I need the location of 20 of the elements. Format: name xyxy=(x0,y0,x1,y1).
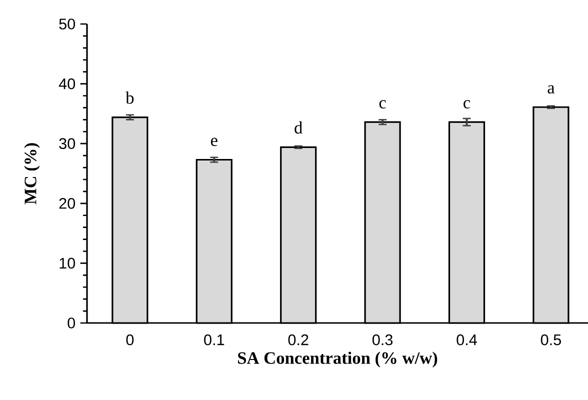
x-tick-label: 0.2 xyxy=(288,334,308,346)
x-tick-label: 0.1 xyxy=(204,334,224,346)
y-tick-label: 0 xyxy=(68,318,76,328)
annotation: c xyxy=(464,100,470,108)
x-axis-title: SA Concentration (% w/w) xyxy=(238,352,438,368)
y-tick-label: 40 xyxy=(58,78,76,90)
y-tick-label: 30 xyxy=(59,138,76,150)
y-axis-title: MC (%) xyxy=(24,143,40,204)
x-tick-label: 0 xyxy=(126,334,134,346)
y-tick-label: 10 xyxy=(60,258,76,269)
x-tick-label: 0.5 xyxy=(540,334,561,346)
x-tick-label: 0.4 xyxy=(456,334,477,346)
x-tick-label: 0.3 xyxy=(372,334,393,346)
annotation: e xyxy=(210,138,218,146)
y-tick-label: 20 xyxy=(59,198,76,209)
annotation: d xyxy=(294,121,302,134)
annotation: a xyxy=(548,85,555,94)
annotation: c xyxy=(379,100,386,108)
annotation: b xyxy=(126,92,134,104)
y-tick-label: 50 xyxy=(59,18,76,30)
